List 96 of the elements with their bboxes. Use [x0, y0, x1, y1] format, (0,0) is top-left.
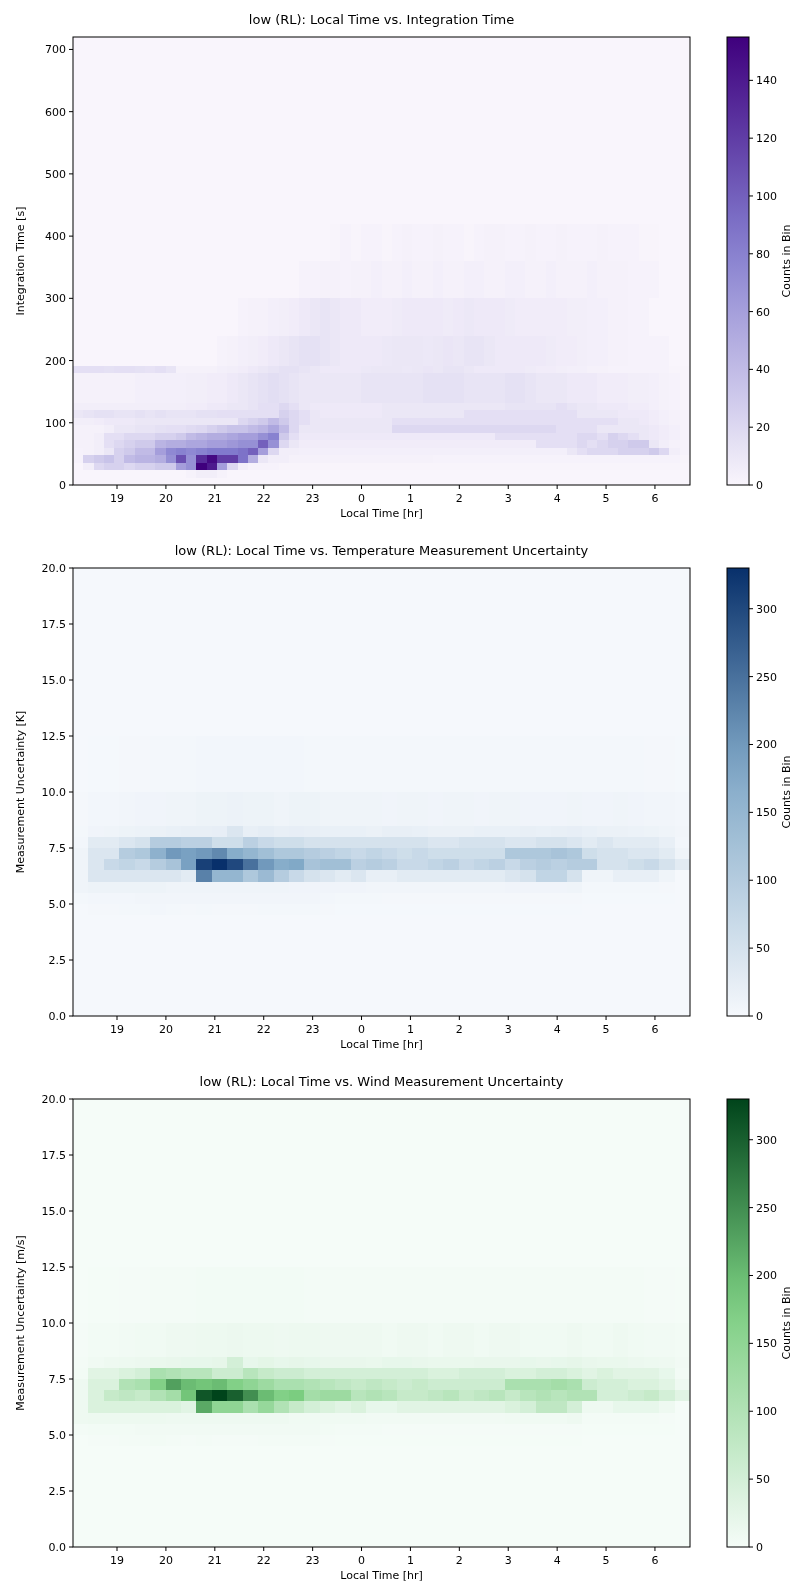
y-tick-label: 7.5 [48, 1373, 66, 1386]
y-axis-title: Measurement Uncertainty [m/s] [14, 1235, 27, 1411]
color-bar-label: 200 [756, 1269, 777, 1283]
x-tick-label: 2 [455, 1554, 463, 1567]
color-bar-label: 100 [756, 874, 777, 888]
y-tick-label: 400 [45, 230, 66, 244]
x-tick-label: 19 [110, 492, 125, 505]
color-bar-label: 40 [756, 363, 770, 377]
x-tick-label: 3 [504, 492, 512, 505]
x-tick-label: 19 [110, 1554, 125, 1567]
x-tick-label: 6 [651, 1023, 659, 1036]
x-tick-label: 4 [553, 1023, 561, 1036]
y-tick-label: 700 [45, 43, 66, 57]
x-axis-title: Local Time [hr] [340, 507, 423, 520]
y-tick-label: 15.0 [41, 1205, 66, 1218]
x-tick-label: 19 [110, 1023, 125, 1036]
x-tick-label: 3 [504, 1554, 512, 1567]
x-tick-label: 1 [406, 1023, 414, 1036]
chart-title: low (RL): Local Time vs. Wind Measurement Uncertainty [199, 1074, 564, 1089]
y-tick-label: 0.0 [48, 1541, 66, 1554]
color-bar-title: Counts in Bin [780, 755, 793, 829]
color-bar-label: 0 [756, 1010, 763, 1023]
x-tick-label: 21 [207, 1554, 222, 1567]
y-tick-label: 20.0 [41, 1093, 66, 1106]
y-tick-label: 15.0 [41, 674, 66, 687]
x-tick-label: 4 [553, 492, 561, 505]
x-tick-label: 20 [158, 492, 173, 505]
x-tick-label: 5 [602, 1023, 610, 1036]
color-bar-label: 100 [756, 189, 777, 203]
x-tick-label: 22 [256, 1023, 271, 1036]
x-tick-label: 1 [406, 1554, 414, 1567]
y-tick-label: 17.5 [41, 1149, 66, 1162]
color-bar-label: 250 [756, 670, 777, 684]
x-tick-label: 21 [207, 1023, 222, 1036]
y-tick-label: 100 [45, 416, 66, 430]
y-tick-label: 300 [45, 292, 66, 306]
color-bar-label: 150 [756, 1337, 777, 1351]
y-tick-label: 5.0 [48, 898, 66, 911]
x-tick-label: 23 [305, 1554, 320, 1567]
x-tick-label: 5 [602, 1554, 610, 1567]
x-axis-title: Local Time [hr] [340, 1569, 423, 1582]
y-tick-label: 5.0 [48, 1429, 66, 1442]
y-tick-label: 12.5 [41, 1261, 66, 1274]
x-tick-label: 21 [207, 492, 222, 505]
x-tick-label: 23 [305, 492, 320, 505]
y-tick-label: 12.5 [41, 730, 66, 743]
y-axis-title: Measurement Uncertainty [K] [14, 710, 27, 874]
x-tick-label: 3 [504, 1023, 512, 1036]
chart-title: low (RL): Local Time vs. Integration Time [248, 12, 515, 27]
color-bar-label: 60 [756, 305, 770, 319]
color-bar-label: 250 [756, 1201, 777, 1215]
color-bar-label: 100 [756, 1405, 777, 1419]
x-tick-label: 0 [358, 1023, 366, 1036]
x-tick-label: 20 [158, 1554, 173, 1567]
y-tick-label: 0 [59, 479, 66, 492]
x-axis-title: Local Time [hr] [340, 1038, 423, 1051]
color-bar-label: 0 [756, 1541, 763, 1554]
x-tick-label: 2 [455, 1023, 463, 1036]
x-tick-label: 22 [256, 492, 271, 505]
x-tick-label: 0 [358, 492, 366, 505]
color-bar-title: Counts in Bin [780, 1286, 793, 1360]
y-tick-label: 17.5 [41, 618, 66, 631]
x-tick-label: 20 [158, 1023, 173, 1036]
chart-title: low (RL): Local Time vs. Temperature Measurement Uncertainty [174, 543, 589, 558]
color-bar-label: 120 [756, 132, 777, 146]
y-tick-label: 7.5 [48, 842, 66, 855]
y-tick-label: 2.5 [48, 1485, 66, 1498]
y-tick-label: 2.5 [48, 954, 66, 967]
x-tick-label: 6 [651, 492, 659, 505]
y-tick-label: 500 [45, 167, 66, 181]
x-tick-label: 4 [553, 1554, 561, 1567]
y-tick-label: 200 [45, 354, 66, 368]
x-tick-label: 22 [256, 1554, 271, 1567]
x-tick-label: 1 [406, 492, 414, 505]
color-bar-title: Counts in Bin [780, 224, 793, 298]
x-tick-label: 6 [651, 1554, 659, 1567]
color-bar-label: 50 [756, 942, 770, 956]
color-bar-label: 300 [756, 602, 777, 616]
color-bar-label: 80 [756, 247, 770, 261]
x-tick-label: 2 [455, 492, 463, 505]
y-axis-title: Integration Time [s] [14, 206, 27, 316]
color-bar-label: 0 [756, 479, 763, 492]
color-bar-label: 300 [756, 1133, 777, 1147]
color-bar-label: 200 [756, 738, 777, 752]
x-tick-label: 0 [358, 1554, 366, 1567]
color-bar-label: 50 [756, 1473, 770, 1487]
y-tick-label: 0.0 [48, 1010, 66, 1023]
color-bar-label: 150 [756, 806, 777, 820]
y-tick-label: 10.0 [41, 1317, 66, 1330]
y-tick-label: 10.0 [41, 786, 66, 799]
color-bar-label: 140 [756, 74, 777, 88]
x-tick-label: 5 [602, 492, 610, 505]
y-tick-label: 600 [45, 105, 66, 119]
y-tick-label: 20.0 [41, 562, 66, 575]
color-bar-label: 20 [756, 421, 770, 435]
x-tick-label: 23 [305, 1023, 320, 1036]
